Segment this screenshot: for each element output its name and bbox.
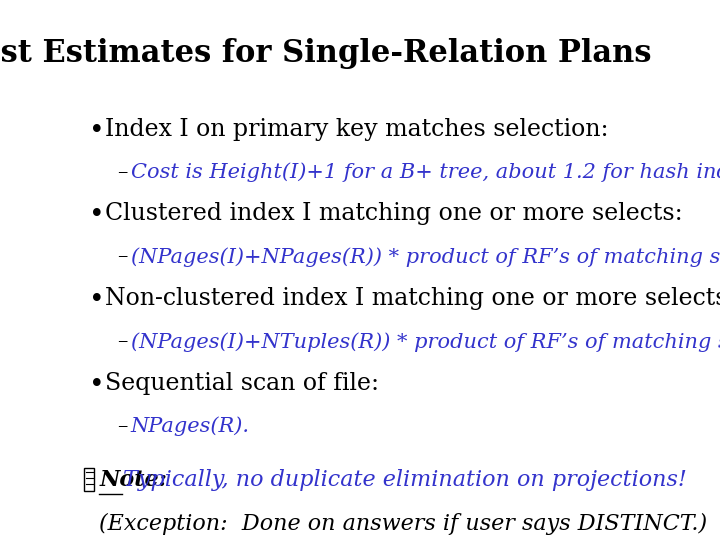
Text: (NPages(I)+NPages(R)) * product of RF’s of matching selects.: (NPages(I)+NPages(R)) * product of RF’s … xyxy=(131,247,720,267)
Text: –: – xyxy=(117,163,127,181)
Text: •: • xyxy=(89,202,104,227)
Text: •: • xyxy=(89,287,104,312)
Text: Cost Estimates for Single-Relation Plans: Cost Estimates for Single-Relation Plans xyxy=(0,38,652,70)
Text: Index I on primary key matches selection:: Index I on primary key matches selection… xyxy=(105,118,608,141)
Text: •: • xyxy=(89,372,104,396)
Text: –: – xyxy=(117,416,127,436)
Text: Typically, no duplicate elimination on projections!: Typically, no duplicate elimination on p… xyxy=(123,469,687,491)
Text: NPages(R).: NPages(R). xyxy=(131,416,250,436)
Text: (Exception:  Done on answers if user says DISTINCT.): (Exception: Done on answers if user says… xyxy=(99,513,707,535)
Text: (NPages(I)+NTuples(R)) * product of RF’s of matching selects.: (NPages(I)+NTuples(R)) * product of RF’s… xyxy=(131,332,720,352)
Text: •: • xyxy=(89,118,104,143)
Text: Sequential scan of file:: Sequential scan of file: xyxy=(105,372,379,395)
Text: Cost is Height(I)+1 for a B+ tree, about 1.2 for hash index.: Cost is Height(I)+1 for a B+ tree, about… xyxy=(131,163,720,183)
FancyBboxPatch shape xyxy=(84,468,94,490)
Text: –: – xyxy=(117,332,127,351)
Text: Non-clustered index I matching one or more selects:: Non-clustered index I matching one or mo… xyxy=(105,287,720,310)
Text: –: – xyxy=(117,247,127,266)
Text: Clustered index I matching one or more selects:: Clustered index I matching one or more s… xyxy=(105,202,683,225)
Text: Note:: Note: xyxy=(99,469,175,491)
